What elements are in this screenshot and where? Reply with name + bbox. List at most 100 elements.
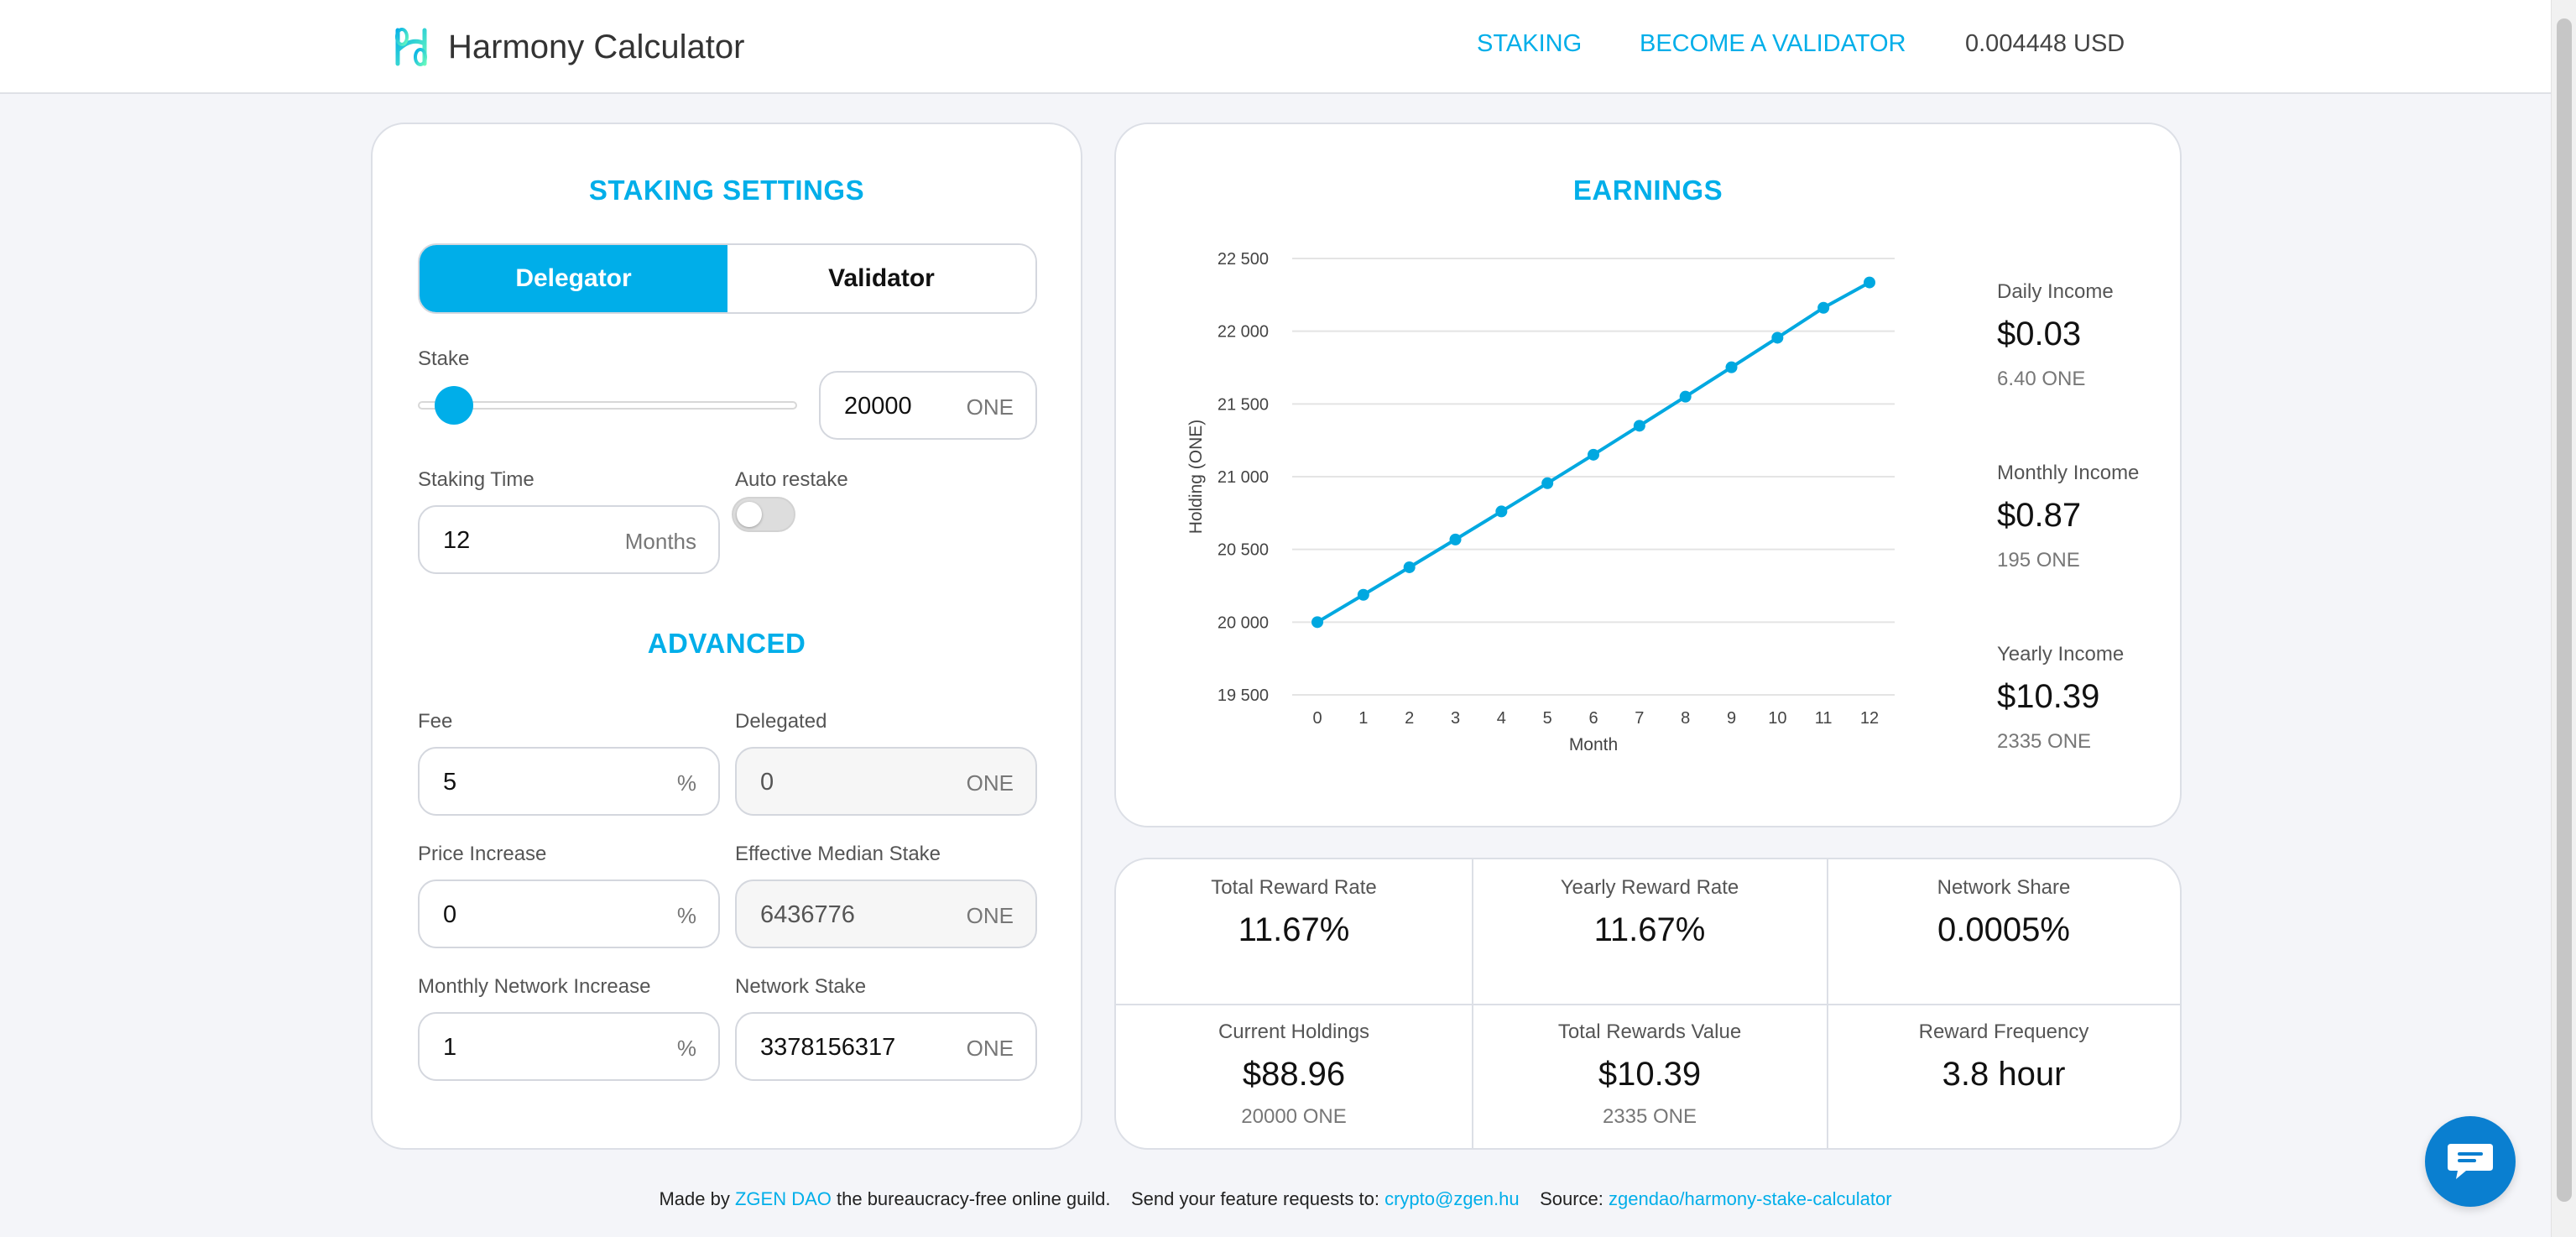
nav-become-validator[interactable]: BECOME A VALIDATOR (1640, 30, 1906, 57)
scrollbar-thumb[interactable] (2557, 18, 2572, 1202)
yearly-income-one: 2335 ONE (1997, 730, 2092, 753)
stat-sub: 2335 ONE (1602, 1105, 1697, 1128)
stats-divider (1116, 1004, 2180, 1005)
data-point (1495, 505, 1508, 518)
yearly-income-value: $10.39 (1997, 678, 2100, 715)
monthly-income-value: $0.87 (1997, 497, 2082, 534)
staking-time-input[interactable]: 12 Months (418, 505, 720, 574)
footer-email-link[interactable]: crypto@zgen.hu (1384, 1188, 1520, 1209)
delegated-label: Delegated (735, 710, 827, 733)
stake-unit: ONE (966, 394, 1014, 420)
monthly-income-one: 195 ONE (1997, 549, 2080, 572)
data-point (1449, 533, 1462, 545)
staking-settings-card: STAKING SETTINGS Delegator Validator Sta… (371, 123, 1082, 1150)
fee-input[interactable]: 5 % (418, 747, 720, 816)
footer-tagline: the bureaucracy-free online guild. (837, 1188, 1111, 1209)
stat-yearly-reward-rate: Yearly Reward Rate 11.67% (1472, 876, 1828, 949)
monthly-income-label: Monthly Income (1997, 462, 2140, 484)
footer-org-link[interactable]: ZGEN DAO (734, 1188, 832, 1209)
network-stake-value: 3378156317 (760, 1034, 896, 1061)
stat-value: 11.67% (1593, 911, 1706, 948)
stake-slider-track[interactable] (418, 401, 797, 410)
price-increase-input[interactable]: 0 % (418, 879, 720, 948)
stat-value: 3.8 hour (1942, 1056, 2066, 1093)
footer-source-link[interactable]: zgendao/harmony-stake-calculator (1609, 1188, 1892, 1209)
earnings-title: EARNINGS (1572, 175, 1723, 206)
data-point (1679, 390, 1692, 403)
x-axis-label: Month (1569, 735, 1618, 754)
y-tick-label: 22 500 (1218, 250, 1269, 269)
fee-value: 5 (443, 769, 457, 796)
data-point (1541, 477, 1554, 489)
stat-label: Reward Frequency (1918, 1020, 2089, 1043)
earnings-chart: 19 500 20 000 20 500 21 000 21 500 22 000 22 5… (1186, 250, 1895, 754)
price-increase-unit: % (676, 903, 696, 928)
network-stake-input[interactable]: 3378156317 ONE (735, 1012, 1037, 1081)
stat-value: 11.67% (1238, 911, 1350, 948)
x-tick-label: 3 (1451, 709, 1460, 728)
staking-time-unit: Months (624, 529, 696, 554)
x-tick-label: 0 (1312, 709, 1322, 728)
data-point (1588, 448, 1599, 461)
stat-reward-frequency: Reward Frequency 3.8 hour (1826, 1020, 2182, 1093)
stat-sub: 20000 ONE (1241, 1105, 1347, 1128)
stake-input[interactable]: 20000 ONE (819, 371, 1037, 440)
stake-slider-handle[interactable] (435, 386, 474, 425)
stat-label: Current Holdings (1218, 1020, 1370, 1043)
x-tick-label: 1 (1358, 709, 1368, 728)
y-axis-label: Holding (ONE) (1186, 420, 1206, 535)
chat-button[interactable] (2425, 1116, 2516, 1207)
footer-made-by: Made by (659, 1188, 730, 1209)
auto-restake-toggle[interactable] (732, 497, 795, 532)
y-tick-label: 19 500 (1218, 686, 1269, 705)
price-increase-label: Price Increase (418, 843, 547, 865)
footer-requests: Send your feature requests to: (1130, 1188, 1379, 1209)
footer: Made by ZGEN DAO the bureaucracy-free on… (0, 1188, 2551, 1210)
daily-income-label: Daily Income (1997, 280, 2114, 303)
x-tick-label: 8 (1681, 709, 1690, 728)
brand[interactable]: Harmony Calculator (389, 25, 744, 69)
stake-value: 20000 (844, 393, 912, 420)
median-stake-value: 6436776 (760, 901, 855, 928)
data-point (1403, 561, 1416, 573)
stat-label: Network Share (1937, 876, 2071, 899)
staking-time-value: 12 (443, 527, 471, 554)
stat-network-share: Network Share 0.0005% (1826, 876, 2182, 949)
page-scrollbar[interactable] (2551, 0, 2576, 1237)
x-tick-label: 12 (1860, 709, 1879, 728)
data-point (1771, 331, 1784, 344)
fee-label: Fee (418, 710, 453, 733)
network-increase-value: 1 (443, 1034, 457, 1061)
footer-source-label: Source: (1540, 1188, 1603, 1209)
x-tick-label: 5 (1543, 709, 1552, 728)
toggle-knob (737, 502, 762, 527)
stat-total-reward-rate: Total Reward Rate 11.67% (1116, 876, 1472, 949)
y-tick-label: 20 500 (1218, 541, 1269, 560)
auto-restake-label: Auto restake (735, 468, 848, 491)
nav-staking[interactable]: STAKING (1477, 30, 1583, 57)
data-point (1864, 276, 1875, 289)
x-tick-label: 11 (1815, 709, 1833, 728)
network-stake-unit: ONE (966, 1036, 1014, 1061)
stat-total-rewards-value: Total Rewards Value $10.39 2335 ONE (1472, 1020, 1828, 1129)
stats-card: Total Reward Rate 11.67% Yearly Reward R… (1114, 858, 2182, 1150)
chat-bubble-icon (2448, 1144, 2493, 1179)
x-tick-label: 10 (1768, 709, 1786, 728)
y-tick-label: 22 000 (1218, 323, 1269, 342)
harmony-logo-icon (395, 28, 427, 66)
delegator-tab[interactable]: Delegator (420, 245, 727, 312)
stake-label: Stake (418, 347, 470, 370)
stat-label: Total Rewards Value (1557, 1020, 1742, 1043)
x-tick-label: 9 (1727, 709, 1736, 728)
y-tick-label: 21 500 (1218, 395, 1269, 414)
network-increase-input[interactable]: 1 % (418, 1012, 720, 1081)
x-tick-label: 6 (1588, 709, 1598, 728)
validator-tab[interactable]: Validator (727, 245, 1035, 312)
x-tick-label: 4 (1497, 709, 1506, 728)
staking-time-label: Staking Time (418, 468, 534, 491)
data-point (1633, 420, 1645, 432)
stat-value: $88.96 (1242, 1056, 1346, 1093)
median-stake-label: Effective Median Stake (735, 843, 941, 865)
data-point (1311, 616, 1323, 629)
price-increase-value: 0 (443, 901, 457, 928)
